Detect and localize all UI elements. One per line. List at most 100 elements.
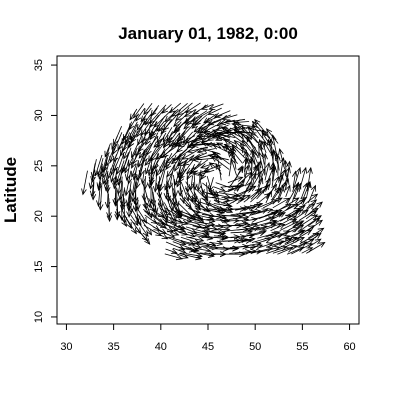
vector-arrow bbox=[308, 185, 316, 204]
vector-arrow-head bbox=[104, 201, 111, 209]
vector-arrow-head bbox=[177, 135, 184, 143]
vector-arrow bbox=[246, 158, 252, 172]
vector-arrow-head bbox=[311, 214, 319, 221]
vector-arrow-head bbox=[285, 203, 293, 210]
vector-arrow bbox=[285, 229, 305, 239]
vector-arrow bbox=[179, 193, 192, 209]
vector-arrow-head bbox=[195, 243, 203, 249]
vector-arrow-head bbox=[215, 135, 223, 141]
vector-arrow bbox=[229, 148, 243, 164]
x-tick-label: 30 bbox=[60, 341, 72, 353]
vector-arrow-head bbox=[302, 182, 308, 190]
vector-arrow-head bbox=[219, 229, 227, 236]
vector-arrow bbox=[252, 121, 267, 137]
vector-arrow bbox=[237, 239, 252, 243]
vector-arrow-head bbox=[150, 154, 157, 162]
vector-arrow bbox=[91, 177, 95, 197]
vector-arrow bbox=[185, 187, 194, 202]
vector-arrow bbox=[178, 158, 195, 180]
vector-arrow bbox=[141, 169, 145, 184]
vector-arrow-head bbox=[155, 230, 163, 237]
vector-arrow-head bbox=[254, 204, 262, 210]
vector-arrow-head bbox=[296, 182, 302, 190]
vector-arrow bbox=[155, 154, 168, 177]
vector-arrow-head bbox=[261, 131, 268, 139]
vector-arrow bbox=[257, 168, 266, 188]
vector-arrow bbox=[143, 114, 152, 125]
vector-arrow-head bbox=[162, 124, 170, 131]
vector-arrow bbox=[177, 102, 193, 116]
vector-arrow bbox=[144, 214, 158, 224]
vector-arrow bbox=[265, 240, 284, 248]
vector-arrow bbox=[161, 104, 172, 114]
vector-arrow-head bbox=[128, 207, 134, 215]
vector-arrow bbox=[277, 247, 293, 255]
vector-arrow-head bbox=[167, 217, 175, 224]
vector-arrow-head bbox=[242, 156, 249, 164]
vector-arrow-head bbox=[171, 110, 178, 118]
vector-arrow bbox=[116, 160, 125, 183]
vector-arrow bbox=[164, 168, 174, 191]
vector-arrow bbox=[194, 114, 208, 126]
vector-arrow-head bbox=[128, 123, 135, 131]
vector-arrow bbox=[286, 246, 304, 255]
vector-arrow-head bbox=[204, 247, 212, 253]
vector-arrow bbox=[286, 207, 300, 217]
vector-arrow bbox=[201, 190, 219, 198]
vector-arrow-head bbox=[209, 241, 217, 248]
vector-arrow-head bbox=[185, 137, 192, 145]
vector-arrow bbox=[194, 221, 215, 226]
vector-arrow bbox=[221, 114, 238, 120]
vector-arrow bbox=[166, 224, 186, 232]
vector-arrow-head bbox=[204, 117, 212, 123]
vector-arrow bbox=[234, 222, 248, 225]
vector-arrow bbox=[230, 231, 252, 234]
vector-arrow-head bbox=[248, 236, 256, 243]
vector-arrow-head bbox=[156, 182, 162, 190]
vector-arrow bbox=[255, 193, 271, 205]
vector-arrow bbox=[201, 242, 216, 246]
vector-arrow bbox=[142, 208, 164, 225]
vector-arrow-head bbox=[195, 223, 203, 229]
vector-arrow bbox=[164, 253, 183, 260]
vector-arrow-head bbox=[311, 193, 319, 200]
vector-arrow-head bbox=[126, 211, 132, 218]
vector-arrow-head bbox=[163, 141, 169, 149]
vector-arrow-head bbox=[137, 160, 144, 168]
vector-arrow-head bbox=[173, 209, 180, 217]
vector-arrow-head bbox=[149, 121, 156, 128]
vector-arrow-head bbox=[144, 118, 151, 126]
vector-arrow bbox=[284, 236, 297, 244]
vector-arrow-head bbox=[117, 193, 124, 201]
vector-arrow bbox=[213, 235, 228, 238]
vector-arrow-head bbox=[275, 222, 283, 228]
vector-arrow bbox=[292, 167, 301, 192]
vector-arrow-head bbox=[283, 159, 289, 167]
vector-arrow bbox=[129, 192, 132, 214]
y-tick-label: 25 bbox=[33, 160, 45, 172]
vector-arrow-head bbox=[88, 182, 95, 190]
vector-arrow-head bbox=[131, 151, 137, 159]
vector-arrow-head bbox=[257, 151, 263, 159]
vector-arrow bbox=[298, 238, 314, 248]
vector-arrow bbox=[243, 165, 249, 183]
vector-arrow bbox=[211, 126, 237, 136]
vector-arrow-head bbox=[202, 166, 210, 173]
vector-arrow-head bbox=[200, 104, 208, 110]
vector-arrow-head bbox=[196, 252, 203, 259]
vector-arrow-head bbox=[110, 176, 116, 184]
vector-arrow bbox=[306, 199, 317, 209]
vector-arrow-head bbox=[261, 129, 268, 137]
vector-arrow-head bbox=[271, 134, 277, 141]
vector-arrow-head bbox=[173, 178, 180, 186]
vector-arrow-head bbox=[190, 246, 198, 252]
vector-arrow-head bbox=[251, 217, 259, 223]
vector-arrow bbox=[101, 147, 110, 172]
vector-arrow-head bbox=[224, 193, 232, 200]
vector-arrow bbox=[178, 126, 189, 139]
vector-arrow bbox=[117, 165, 125, 186]
vector-arrow bbox=[215, 132, 236, 141]
vector-arrow bbox=[287, 209, 303, 220]
vector-arrow-head bbox=[190, 116, 198, 122]
vector-arrow bbox=[127, 130, 137, 149]
